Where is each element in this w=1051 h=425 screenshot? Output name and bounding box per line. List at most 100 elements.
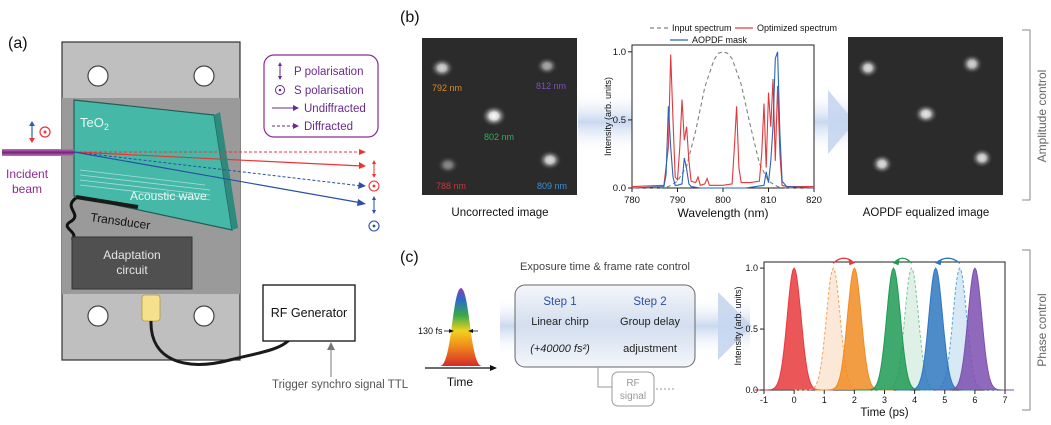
phase-band-arrow-icon [718,292,752,360]
acoustic-wave-label: Acoustic wave [130,189,207,203]
incident-beam [2,149,74,156]
crystal-label: TeO2 [80,115,109,132]
s-polarisation-icon [275,85,285,95]
pulse-width-label: 130 fs [418,326,443,336]
step2-title: Step 2 [633,296,666,308]
panel-c-label: (c) [400,249,419,266]
pulse-area [896,268,975,390]
step2-line2: adjustment [623,343,677,355]
screw-hole-icon [193,65,215,87]
x-axis-label: Time (ps) [860,407,908,419]
x-tick-label: 3 [882,395,887,405]
time-arrow-icon [490,365,497,371]
output-polarization-icons [368,160,380,232]
x-tick-label: 2 [852,395,857,405]
exposure-title: Exposure time & frame rate control [520,261,690,273]
x-tick-label: 4 [912,395,917,405]
spot-label: 792 nm [432,83,462,93]
x-axis-label: Wavelength (nm) [678,206,769,220]
rf-generator-label: RF Generator [271,306,347,320]
screw-hole-icon [193,305,215,327]
pulse-area [920,268,999,390]
spot-label: 809 nm [537,181,567,191]
legend-label: Input spectrum [672,23,732,33]
adaptation-circuit [71,236,193,290]
pulse-icon [440,288,482,366]
x-tick-label: 6 [972,395,977,405]
uncorrected-spots [430,57,562,174]
transducer [75,195,139,209]
y-tick-label: 1.0 [745,263,758,273]
rf-signal-box [611,371,655,407]
spot-label: 802 nm [484,132,514,142]
legend-label: AOPDF mask [692,35,748,45]
legend-diffracted: Diffracted [304,121,353,133]
amplitude-bracket [1022,29,1031,201]
pulse-outline [935,267,1014,391]
trigger-label: Trigger synchro signal TTL [272,379,409,391]
output-beams [73,149,366,206]
adaptation-label-line1: Adaptation [103,248,160,262]
rf-signal-line1: RF [626,378,639,389]
incident-label-line2: beam [12,182,42,196]
y-tick-label: 0.5 [613,115,626,126]
delay-arrow [832,257,855,264]
screw-hole-icon [87,65,109,87]
undiffracted-arrow-icon [293,105,299,111]
panel-a-label: (a) [8,35,28,52]
pulse-area [755,268,834,390]
uncorrected-caption: Uncorrected image [451,207,548,219]
amplitude-control-label: Amplitude control [1035,70,1049,163]
equalized-caption: AOPDF equalized image [863,207,990,219]
legend-p-polarisation: P polarisation [294,66,363,78]
y-tick-label: 0.5 [745,324,758,334]
adaptation-label-line2: circuit [116,263,148,277]
x-tick-label: 810 [761,195,777,206]
pulse-width-left-arrow-icon [449,329,454,333]
transducer-cable [65,196,78,242]
incident-label-line1: Incident [6,167,49,181]
chirp-steps-box [514,284,696,368]
x-tick-label: 790 [670,195,686,206]
rf-cable [149,320,297,366]
rf-signal-line2: signal [620,391,646,402]
pulse-area [815,268,894,390]
crystal-edge [214,112,238,230]
spectrum-chart: 780 790 800 810 820 0.0 0.5 1.0 Wavelength (nm) I… [603,23,837,220]
delay-arrowhead-icon [893,259,900,266]
pulse-area [935,268,1014,390]
pulse-delay-chart: -1 0 1 2 3 4 5 6 7 0.0 0.5 1.0 Time (ps) Intensity (a… [733,257,1014,419]
pulse-area [794,268,873,390]
x-tick-label: 800 [715,195,731,206]
y-axis-label: Intensity (arb. units) [733,286,743,365]
x-tick-label: 820 [806,195,822,206]
y-axis-label: Intensity (arb. units) [603,77,613,156]
p-polarisation-icon [278,62,282,80]
rf-connector-line [597,367,612,388]
x-tick-label: 780 [624,195,640,206]
legend-label: Optimized spectrum [757,23,837,33]
y-tick-label: 0.0 [613,183,626,194]
plot-frame [631,44,815,189]
phase-bracket [1022,249,1031,411]
y-tick-label: 1.0 [613,47,626,58]
x-tick-label: 7 [1002,395,1007,405]
spot-label: 788 nm [436,181,466,191]
series-line [631,54,814,188]
pulse-area [854,268,933,390]
step2-line1: Group delay [620,316,680,328]
x-tick-label: -1 [760,395,768,405]
screw-hole-icon [87,305,109,327]
phase-control-label: Phase control [1035,293,1049,366]
x-tick-label: 1 [822,395,827,405]
step1-line1: Linear chirp [531,316,588,328]
acoustic-wave-lines [79,169,211,201]
polarisation-legend [263,54,379,138]
delay-arrowhead-icon [848,259,855,266]
time-label: Time [447,375,474,389]
panel-b-label: (b) [400,9,420,26]
band-arrow-icon [828,90,855,154]
legend-s-polarisation: S polarisation [294,85,364,97]
pulse-area [872,268,951,390]
